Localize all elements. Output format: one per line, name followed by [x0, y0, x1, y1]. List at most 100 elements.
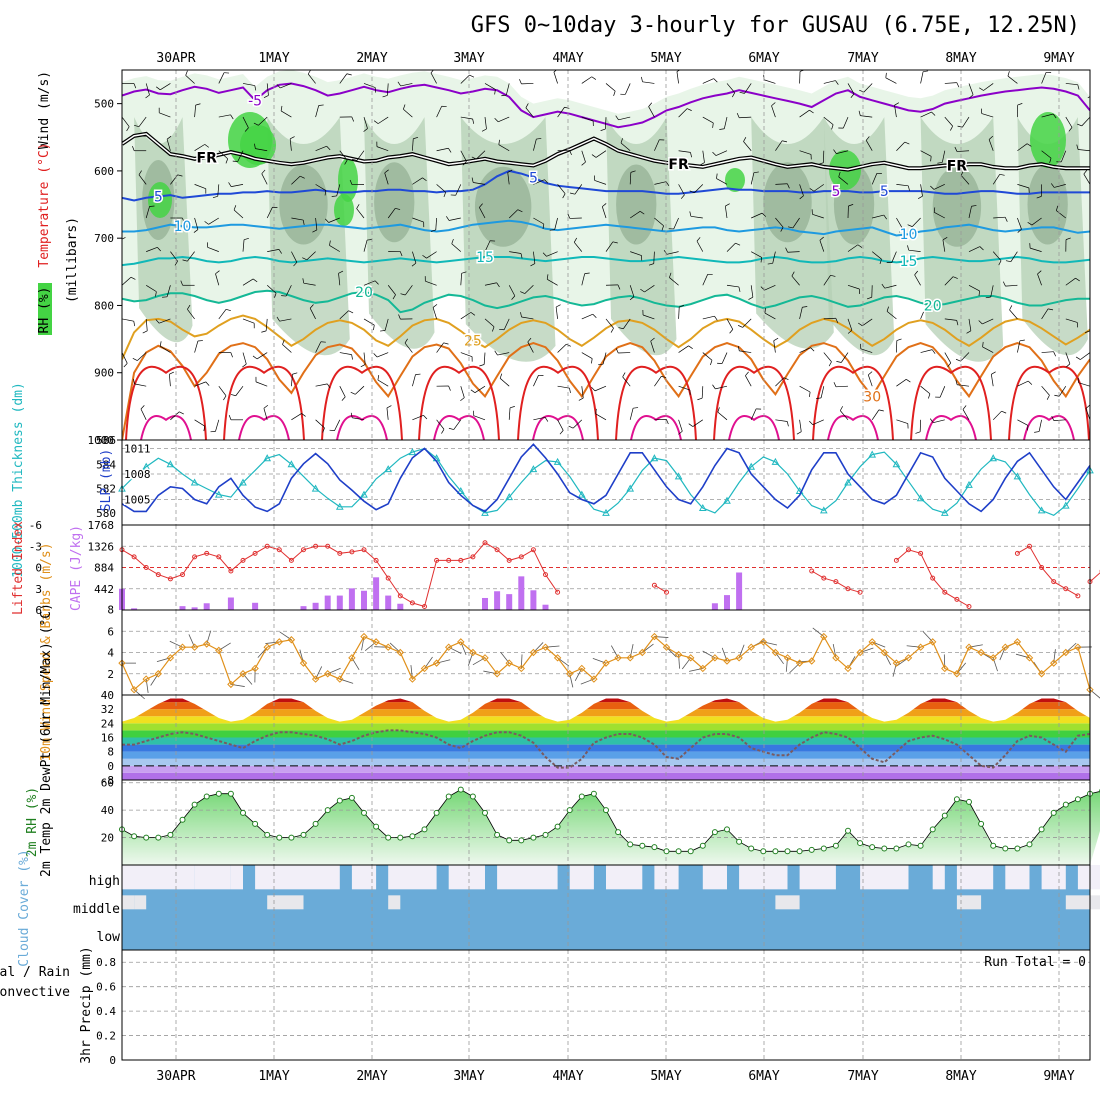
top-date-label: 8MAY — [945, 51, 976, 66]
wind-barb — [775, 217, 784, 228]
rh2m-point — [385, 834, 392, 841]
wind-barb — [990, 285, 994, 298]
wind-barb — [499, 378, 510, 387]
contour-label: -5 — [248, 93, 262, 109]
wind-barb-flag — [322, 427, 325, 433]
rh2m-point — [179, 816, 186, 823]
rh-shade-core — [616, 164, 657, 245]
wind-barb — [217, 184, 220, 197]
wind-barb-flag — [142, 330, 148, 334]
rh2m-point — [191, 801, 198, 808]
wind-barb — [315, 383, 328, 387]
wind-barb — [412, 138, 414, 151]
cloud-high-clear — [255, 865, 304, 890]
thickness-point — [481, 508, 489, 516]
contour-label: 15 — [476, 250, 494, 266]
wind-barb-flag — [252, 355, 258, 360]
wind-barb — [726, 318, 734, 330]
thickness-tick-label: 580 — [96, 507, 116, 520]
wind-barb-flag — [648, 102, 653, 107]
wind-barb — [871, 251, 882, 260]
lifted-index-point — [1051, 579, 1057, 585]
wind-barb-flag — [293, 262, 298, 267]
wind-barb-flag — [302, 278, 305, 284]
wind-barb-flag — [696, 237, 701, 242]
wind-barb-flag — [592, 313, 597, 319]
wind-barb-flag — [112, 207, 113, 212]
rh2m-point — [433, 809, 440, 816]
wind-barb — [1010, 251, 1018, 262]
wind-barb — [751, 212, 763, 219]
wind-barb-flag — [931, 111, 936, 116]
pressure-tick-label: 800 — [94, 299, 114, 312]
wind-barb — [572, 419, 583, 429]
wind-barb — [436, 147, 449, 152]
rh2m-point — [227, 790, 234, 797]
wind-barb-flag — [373, 353, 378, 358]
lifted-index-point — [228, 568, 234, 574]
wind-barb — [581, 116, 594, 122]
wind-barb — [146, 284, 157, 292]
rh2m-point — [736, 838, 743, 845]
thickness-point — [602, 508, 610, 516]
temp-tick-label: -8 — [101, 774, 114, 787]
rh2m-point — [264, 831, 271, 838]
wind-barb — [648, 106, 655, 118]
wind-barb-flag — [663, 250, 668, 255]
rh2m-point — [857, 840, 864, 847]
wind-barb-flag — [602, 203, 607, 207]
rh2m-point — [530, 834, 537, 841]
contour-label: FR — [668, 157, 689, 173]
wind-barb-flag — [865, 136, 870, 141]
temp-contour--5 — [122, 82, 1090, 129]
wind-barb — [265, 318, 268, 331]
wind-barb-flag — [567, 213, 571, 219]
wind-barb-flag — [140, 405, 145, 410]
wind-barb-flag — [254, 143, 256, 149]
wind-barb-flag — [737, 345, 740, 351]
wind-barb-flag — [712, 384, 716, 390]
cloud-middle-clear — [267, 895, 304, 910]
wind-barb-flag — [108, 418, 111, 422]
wind-barb-flag — [520, 312, 522, 318]
thickness-point — [650, 454, 659, 462]
lifted-index-point — [1075, 593, 1081, 599]
rh2m-point — [518, 837, 525, 844]
wind-barb — [436, 419, 445, 430]
lifted-index-point — [204, 550, 210, 556]
wind-barb-flag — [126, 126, 130, 132]
thickness-axis-title: 1000-500mb Thickness (dm) — [11, 382, 26, 578]
lifted-index-line — [121, 542, 559, 608]
temp-contour-40 — [238, 415, 290, 440]
wind-speed-point — [674, 650, 683, 659]
wind-barb-flag — [955, 358, 961, 362]
wind-barb-flag — [404, 338, 408, 344]
wind-barb — [524, 285, 534, 294]
rh2m-point — [288, 834, 295, 841]
temp-contour-35 — [1008, 365, 1090, 440]
wind-barb — [1083, 173, 1090, 185]
wind-barb — [145, 206, 150, 219]
wind-barb — [315, 145, 327, 152]
wind-barb-flag — [745, 371, 749, 376]
wind-speed-point — [469, 648, 477, 657]
wind-speed-point — [1037, 670, 1046, 678]
wind-barb-flag — [182, 217, 185, 223]
lifted-index-point — [506, 557, 512, 563]
wind-barb — [328, 217, 340, 223]
wind-barb-flag — [517, 209, 523, 213]
wind-barb-flag — [448, 385, 451, 391]
cape-bar — [373, 577, 380, 610]
rh2m-point — [941, 812, 948, 819]
wind-barb-flag — [324, 218, 329, 223]
wind-speed-point — [578, 664, 586, 673]
wind-barb-flag — [956, 320, 959, 326]
slp-line — [121, 443, 1091, 513]
wind-barb — [1080, 352, 1090, 360]
wind-barb — [1017, 380, 1029, 387]
wind-barb — [426, 251, 437, 259]
wind-barb — [988, 139, 994, 151]
cloud-high-clear — [194, 865, 231, 890]
wind-barb-flag — [352, 158, 358, 161]
cloud-high-clear — [569, 865, 594, 890]
